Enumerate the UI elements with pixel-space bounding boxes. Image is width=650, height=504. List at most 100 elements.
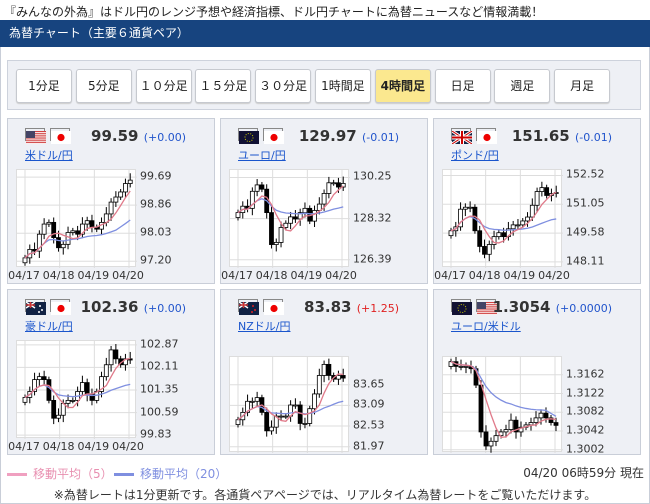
ma5-line [237, 373, 344, 422]
candlestick-chart[interactable] [229, 356, 350, 453]
y-tick-label: 151.05 [566, 196, 605, 210]
rate-change: (-0.01) [574, 131, 612, 144]
candle [46, 221, 52, 225]
currency-card: 151.65 (-0.01) ポンド/円 152.52 151.05 149.58 14… [433, 118, 641, 284]
candle [79, 382, 85, 392]
rate: 83.83 (+1.25) [304, 298, 399, 316]
candlestick-chart[interactable] [16, 169, 137, 268]
candle [336, 182, 341, 188]
timeframe-bar: 1分足 5分足 １０分足 １５分足 ３０分足 1時間足 4時間足 日足 週足 月足 [7, 60, 641, 110]
pair-link[interactable]: ユーロ/円 [238, 149, 286, 162]
candle [478, 384, 484, 433]
pair-link[interactable]: NZドル/円 [238, 320, 291, 333]
y-tick-label: 97.20 [140, 253, 172, 267]
candle [336, 375, 341, 380]
pair-link[interactable]: ポンド/円 [451, 149, 499, 162]
timeframe-button[interactable]: 4時間足 [374, 69, 431, 103]
candle [302, 423, 308, 425]
candle [22, 397, 28, 403]
rate-value: 99.59 [91, 127, 139, 145]
y-tick-label: 1.3162 [566, 367, 605, 381]
x-tick-label: 04/17 [8, 440, 40, 453]
ma20-line [450, 361, 557, 417]
candle [483, 431, 489, 447]
candle [539, 187, 545, 192]
candle [278, 227, 284, 243]
x-tick-label: 04/19 [503, 269, 536, 282]
candle [70, 230, 76, 233]
candle [32, 379, 37, 392]
timeframe-button[interactable]: 週足 [494, 69, 551, 103]
legend-ma5-label: 移動平均（5） [33, 467, 113, 481]
candle [528, 422, 534, 426]
x-tick-label: 04/19 [290, 269, 323, 282]
candle [520, 220, 526, 226]
x-tick-label: 04/20 [538, 269, 570, 282]
timeframe-button[interactable]: １０分足 [135, 69, 192, 103]
rate: 102.36 (+0.00) [81, 298, 186, 316]
y-tick-label: 101.35 [140, 382, 179, 396]
timeframe-button[interactable]: 1時間足 [315, 69, 371, 103]
timeframe-button[interactable]: ３０分足 [255, 69, 312, 103]
candlestick-chart[interactable] [442, 356, 563, 453]
candle [307, 408, 313, 424]
candlestick-chart[interactable] [16, 340, 137, 439]
candle [118, 191, 124, 198]
rate-value: 129.97 [298, 127, 357, 145]
legend-ma5: 移動平均（5） [7, 465, 113, 482]
candle [292, 404, 298, 407]
timeframe-button[interactable]: 1分足 [16, 69, 72, 103]
pair-link[interactable]: ユーロ/米ドル [451, 320, 521, 333]
candle [84, 220, 90, 225]
candle [312, 393, 317, 410]
candle [254, 184, 260, 192]
y-tick-label: 152.52 [566, 167, 605, 181]
candle [75, 230, 81, 235]
candle [41, 223, 47, 235]
candle [283, 415, 289, 418]
pair-link[interactable]: 米ドル/円 [25, 149, 73, 162]
candle [321, 193, 327, 205]
candle [477, 230, 483, 247]
pair-link[interactable]: 豪ドル/円 [25, 320, 73, 333]
x-tick-label: 04/17 [221, 269, 253, 282]
y-tick-label: 130.25 [353, 169, 392, 183]
currency-card: 83.83 (+1.25) NZドル/円 83.65 83.09 82.53 81.97 [220, 289, 428, 455]
candlestick-chart[interactable] [229, 169, 350, 268]
candle [316, 375, 322, 395]
candlestick-chart[interactable] [442, 169, 563, 268]
y-tick-label: 83.65 [353, 377, 385, 391]
candle [493, 435, 499, 442]
candle [108, 201, 114, 215]
y-tick-label: 102.87 [140, 337, 179, 351]
flag-us-icon [25, 128, 46, 144]
y-tick-label: 99.69 [140, 169, 172, 183]
candle [448, 361, 454, 367]
ma5-line [24, 357, 131, 409]
timeframe-button[interactable]: 5分足 [75, 69, 132, 103]
y-tick-label: 1.3042 [566, 423, 605, 437]
candle [463, 365, 469, 368]
rate-value: 151.65 [511, 127, 570, 145]
candle [312, 210, 317, 222]
candle [56, 237, 61, 249]
candle [534, 191, 540, 206]
candle [553, 422, 559, 426]
candle [458, 208, 463, 228]
x-tick-label: 04/18 [42, 269, 75, 282]
timeframe-button[interactable]: 日足 [434, 69, 491, 103]
candle [65, 232, 71, 245]
candle [544, 187, 550, 196]
y-tick-label: 126.39 [353, 252, 392, 266]
candle [297, 212, 303, 220]
candle [292, 216, 298, 220]
candle [508, 419, 514, 430]
x-tick-label: 04/20 [325, 269, 357, 282]
y-tick-label: 98.03 [140, 225, 172, 239]
timeframe-button[interactable]: １５分足 [195, 69, 252, 103]
candle [108, 349, 114, 366]
timeframe-button[interactable]: 月足 [554, 69, 611, 103]
currency-card: 99.59 (+0.00) 米ドル/円 99.69 98.86 98.03 97.20 0… [7, 118, 215, 284]
legend-ma20: 移動平均（20） [114, 465, 227, 482]
y-tick-label: 1.3122 [566, 386, 605, 400]
